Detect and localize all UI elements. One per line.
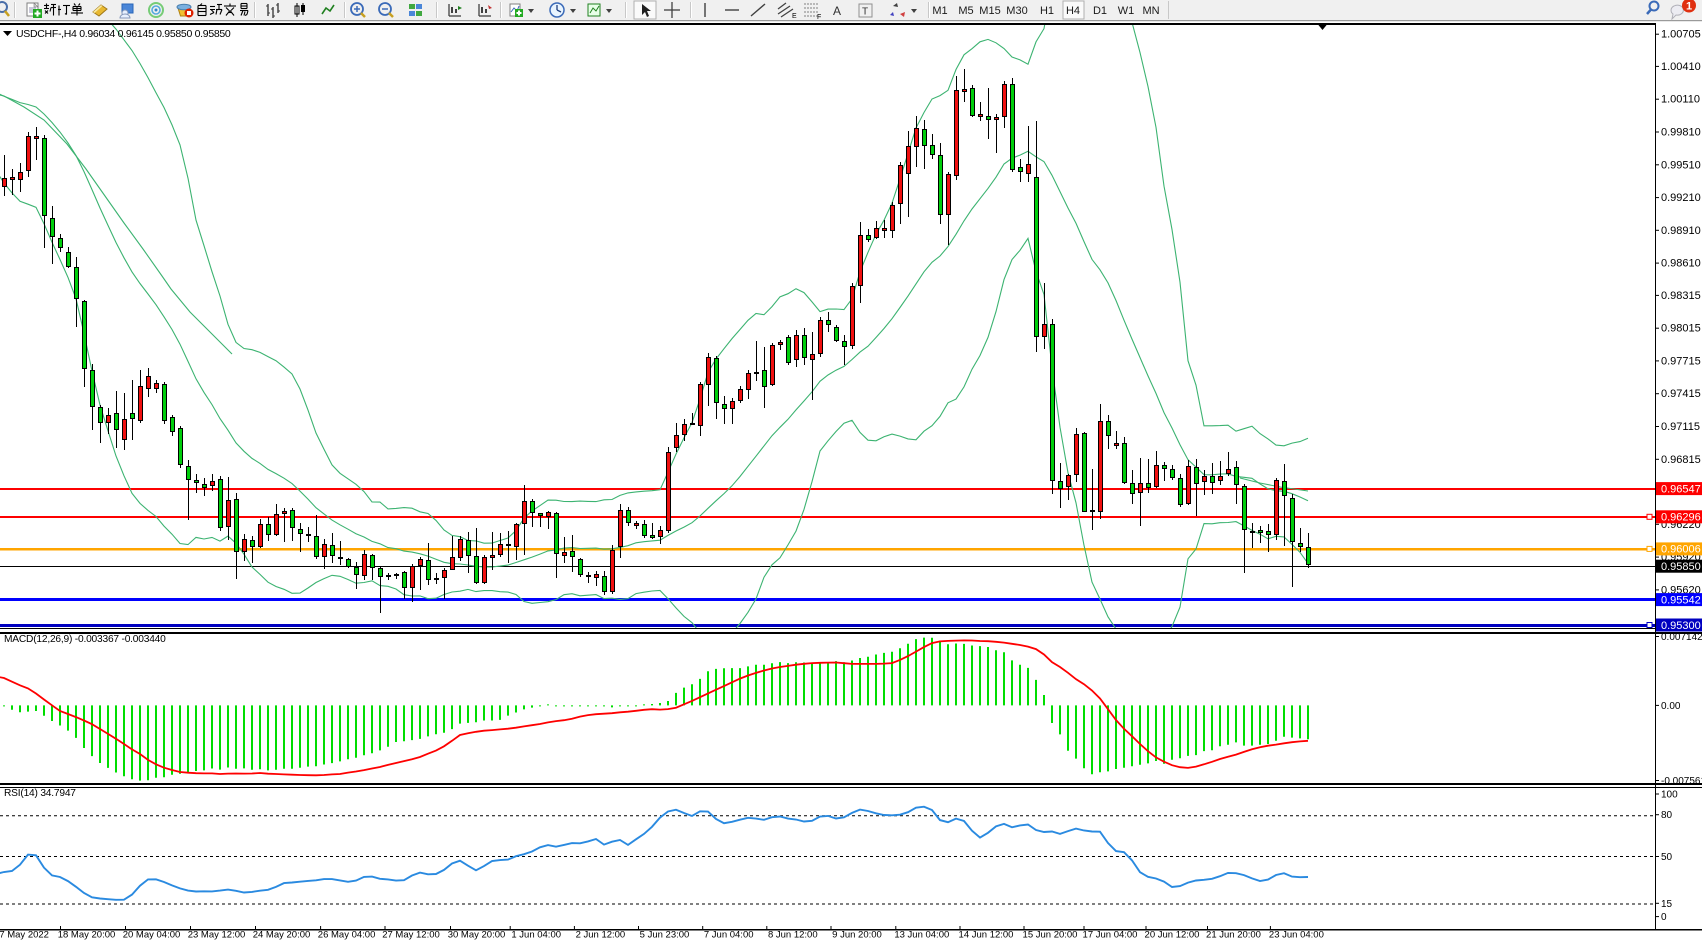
svg-text:24 May 20:00: 24 May 20:00: [253, 930, 311, 941]
svg-text:23 May 12:00: 23 May 12:00: [188, 930, 246, 941]
svg-text:0.97115: 0.97115: [1661, 421, 1700, 433]
svg-text:0.98610: 0.98610: [1661, 258, 1701, 270]
svg-text:26 May 04:00: 26 May 04:00: [318, 930, 376, 941]
svg-text:27 May 12:00: 27 May 12:00: [382, 930, 440, 941]
svg-text:5 Jun 23:00: 5 Jun 23:00: [640, 930, 690, 941]
svg-text:0.96296: 0.96296: [1661, 512, 1701, 524]
svg-text:USDCHF-,H4 0.96034 0.96145 0.: USDCHF-,H4 0.96034 0.96145 0.95850 0.958…: [16, 28, 231, 40]
svg-text:13 Jun 04:00: 13 Jun 04:00: [894, 930, 949, 941]
svg-text:7 Jun 04:00: 7 Jun 04:00: [704, 930, 754, 941]
svg-text:15: 15: [1661, 899, 1673, 910]
svg-text:0.97415: 0.97415: [1661, 388, 1701, 400]
svg-text:M30: M30: [1006, 5, 1027, 17]
svg-text:23 Jun 04:00: 23 Jun 04:00: [1269, 930, 1324, 941]
svg-text:0.95542: 0.95542: [1661, 594, 1701, 606]
svg-text:0.99210: 0.99210: [1661, 192, 1701, 204]
svg-text:0.98015: 0.98015: [1661, 323, 1701, 335]
svg-text:1.00110: 1.00110: [1661, 94, 1700, 106]
svg-text:F: F: [817, 14, 821, 21]
svg-text:1: 1: [1686, 1, 1692, 13]
svg-text:1 Jun 04:00: 1 Jun 04:00: [511, 930, 561, 941]
svg-text:14 Jun 12:00: 14 Jun 12:00: [959, 930, 1014, 941]
svg-text:1.00410: 1.00410: [1661, 61, 1701, 73]
svg-text:H1: H1: [1040, 5, 1054, 17]
svg-text:H4: H4: [1066, 5, 1080, 17]
svg-text:M1: M1: [932, 5, 947, 17]
svg-text:8 Jun 12:00: 8 Jun 12:00: [768, 930, 818, 941]
svg-text:0.98910: 0.98910: [1661, 225, 1701, 237]
svg-text:50: 50: [1661, 852, 1673, 863]
svg-text:17 Jun 04:00: 17 Jun 04:00: [1083, 930, 1138, 941]
svg-text:0: 0: [1661, 912, 1667, 923]
svg-text:MN: MN: [1142, 5, 1159, 17]
svg-text:0.96547: 0.96547: [1661, 483, 1701, 495]
svg-text:80: 80: [1661, 810, 1673, 821]
svg-text:0.96006: 0.96006: [1661, 544, 1701, 556]
svg-text:17 May 2022: 17 May 2022: [0, 930, 49, 941]
svg-text:0.98315: 0.98315: [1661, 290, 1701, 302]
svg-text:0.007142: 0.007142: [1661, 632, 1702, 643]
svg-text:21 Jun 20:00: 21 Jun 20:00: [1206, 930, 1261, 941]
svg-text:0.00: 0.00: [1661, 701, 1681, 712]
svg-text:W1: W1: [1118, 5, 1135, 17]
svg-text:RSI(14) 34.7947: RSI(14) 34.7947: [4, 788, 76, 799]
svg-text:0.99810: 0.99810: [1661, 127, 1701, 139]
svg-text:MACD(12,26,9) -0.003367 -0.003: MACD(12,26,9) -0.003367 -0.003440: [4, 634, 166, 645]
svg-text:9 Jun 20:00: 9 Jun 20:00: [832, 930, 882, 941]
svg-text:20 May 04:00: 20 May 04:00: [123, 930, 181, 941]
svg-text:M15: M15: [979, 5, 1000, 17]
svg-text:0.95850: 0.95850: [1661, 561, 1701, 573]
svg-text:1.00705: 1.00705: [1661, 29, 1701, 41]
svg-text:-0.007561: -0.007561: [1661, 776, 1702, 787]
svg-text:0.95300: 0.95300: [1661, 620, 1701, 632]
svg-text:100: 100: [1661, 790, 1678, 801]
svg-text:0.96815: 0.96815: [1661, 454, 1701, 466]
svg-text:15 Jun 20:00: 15 Jun 20:00: [1023, 930, 1078, 941]
svg-text:0.99510: 0.99510: [1661, 159, 1701, 171]
svg-text:20 Jun 12:00: 20 Jun 12:00: [1145, 930, 1200, 941]
svg-text:T: T: [862, 7, 868, 18]
svg-text:M5: M5: [958, 5, 973, 17]
svg-text:0.97715: 0.97715: [1661, 355, 1701, 367]
svg-text:E: E: [792, 13, 797, 20]
svg-text:A: A: [833, 4, 841, 18]
svg-text:30 May 20:00: 30 May 20:00: [448, 930, 506, 941]
svg-text:2 Jun 12:00: 2 Jun 12:00: [576, 930, 626, 941]
svg-text:D1: D1: [1093, 5, 1107, 17]
svg-text:18 May 20:00: 18 May 20:00: [58, 930, 116, 941]
